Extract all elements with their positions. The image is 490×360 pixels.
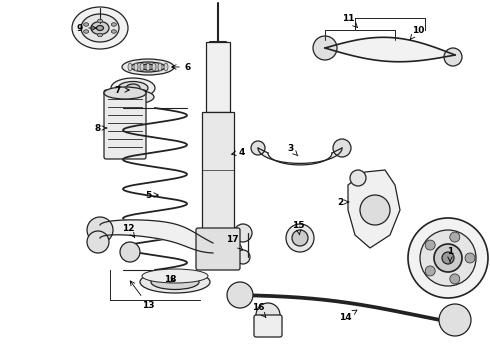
Ellipse shape [122,59,174,75]
Text: 18: 18 [164,275,176,284]
Ellipse shape [134,63,138,71]
Circle shape [450,274,460,284]
Circle shape [236,250,250,264]
Ellipse shape [104,87,146,99]
Ellipse shape [121,93,145,102]
Ellipse shape [72,7,128,49]
Ellipse shape [146,63,150,71]
Text: 3: 3 [287,144,298,156]
Ellipse shape [84,30,89,33]
Circle shape [439,304,471,336]
Text: 6: 6 [172,63,191,72]
Ellipse shape [152,63,156,71]
FancyBboxPatch shape [254,315,282,337]
Ellipse shape [91,22,109,35]
Text: 16: 16 [252,303,266,318]
Text: 10: 10 [410,26,424,40]
Circle shape [425,266,435,276]
Text: 8: 8 [95,123,107,132]
Text: 1: 1 [447,248,453,262]
Circle shape [251,141,265,155]
Ellipse shape [126,84,140,92]
Ellipse shape [151,275,199,289]
Text: 13: 13 [130,281,154,310]
Circle shape [286,224,314,252]
Circle shape [210,247,226,263]
Ellipse shape [142,269,208,283]
Circle shape [408,218,488,298]
Ellipse shape [140,271,210,293]
Circle shape [87,217,113,243]
Bar [202,112,234,230]
Ellipse shape [81,14,119,42]
Ellipse shape [118,81,148,95]
Circle shape [442,252,454,264]
Circle shape [420,230,476,286]
FancyBboxPatch shape [196,228,240,270]
Circle shape [227,282,253,308]
Circle shape [450,232,460,242]
Polygon shape [325,37,455,62]
Circle shape [120,242,140,262]
Text: 2: 2 [337,198,349,207]
Circle shape [313,36,337,60]
Text: 15: 15 [292,220,304,235]
Ellipse shape [140,63,144,71]
Polygon shape [258,148,342,165]
Circle shape [234,224,252,242]
Circle shape [203,238,223,258]
FancyBboxPatch shape [104,90,146,159]
Polygon shape [348,170,400,248]
Text: 9: 9 [77,23,97,32]
Ellipse shape [98,19,102,23]
Ellipse shape [98,33,102,37]
Circle shape [434,244,462,272]
Circle shape [425,240,435,250]
Ellipse shape [128,63,132,71]
Circle shape [256,303,280,327]
Ellipse shape [111,78,155,98]
Text: 5: 5 [145,190,158,199]
Circle shape [87,231,109,253]
Circle shape [350,170,366,186]
Ellipse shape [158,63,162,71]
Circle shape [333,139,351,157]
Ellipse shape [142,64,154,70]
Ellipse shape [164,63,168,71]
Ellipse shape [111,30,116,33]
Text: 14: 14 [339,310,357,323]
Text: 12: 12 [122,224,135,238]
Circle shape [444,48,462,66]
Ellipse shape [131,62,165,72]
Circle shape [292,230,308,246]
Ellipse shape [111,23,116,26]
Text: 17: 17 [226,235,243,249]
Bar [206,42,230,112]
Circle shape [360,195,390,225]
Text: 4: 4 [232,148,245,157]
Ellipse shape [112,90,154,104]
Text: 7: 7 [115,86,129,95]
Text: 11: 11 [342,14,358,27]
Circle shape [465,253,475,263]
Ellipse shape [84,23,89,26]
Ellipse shape [97,26,103,31]
Polygon shape [100,220,213,253]
